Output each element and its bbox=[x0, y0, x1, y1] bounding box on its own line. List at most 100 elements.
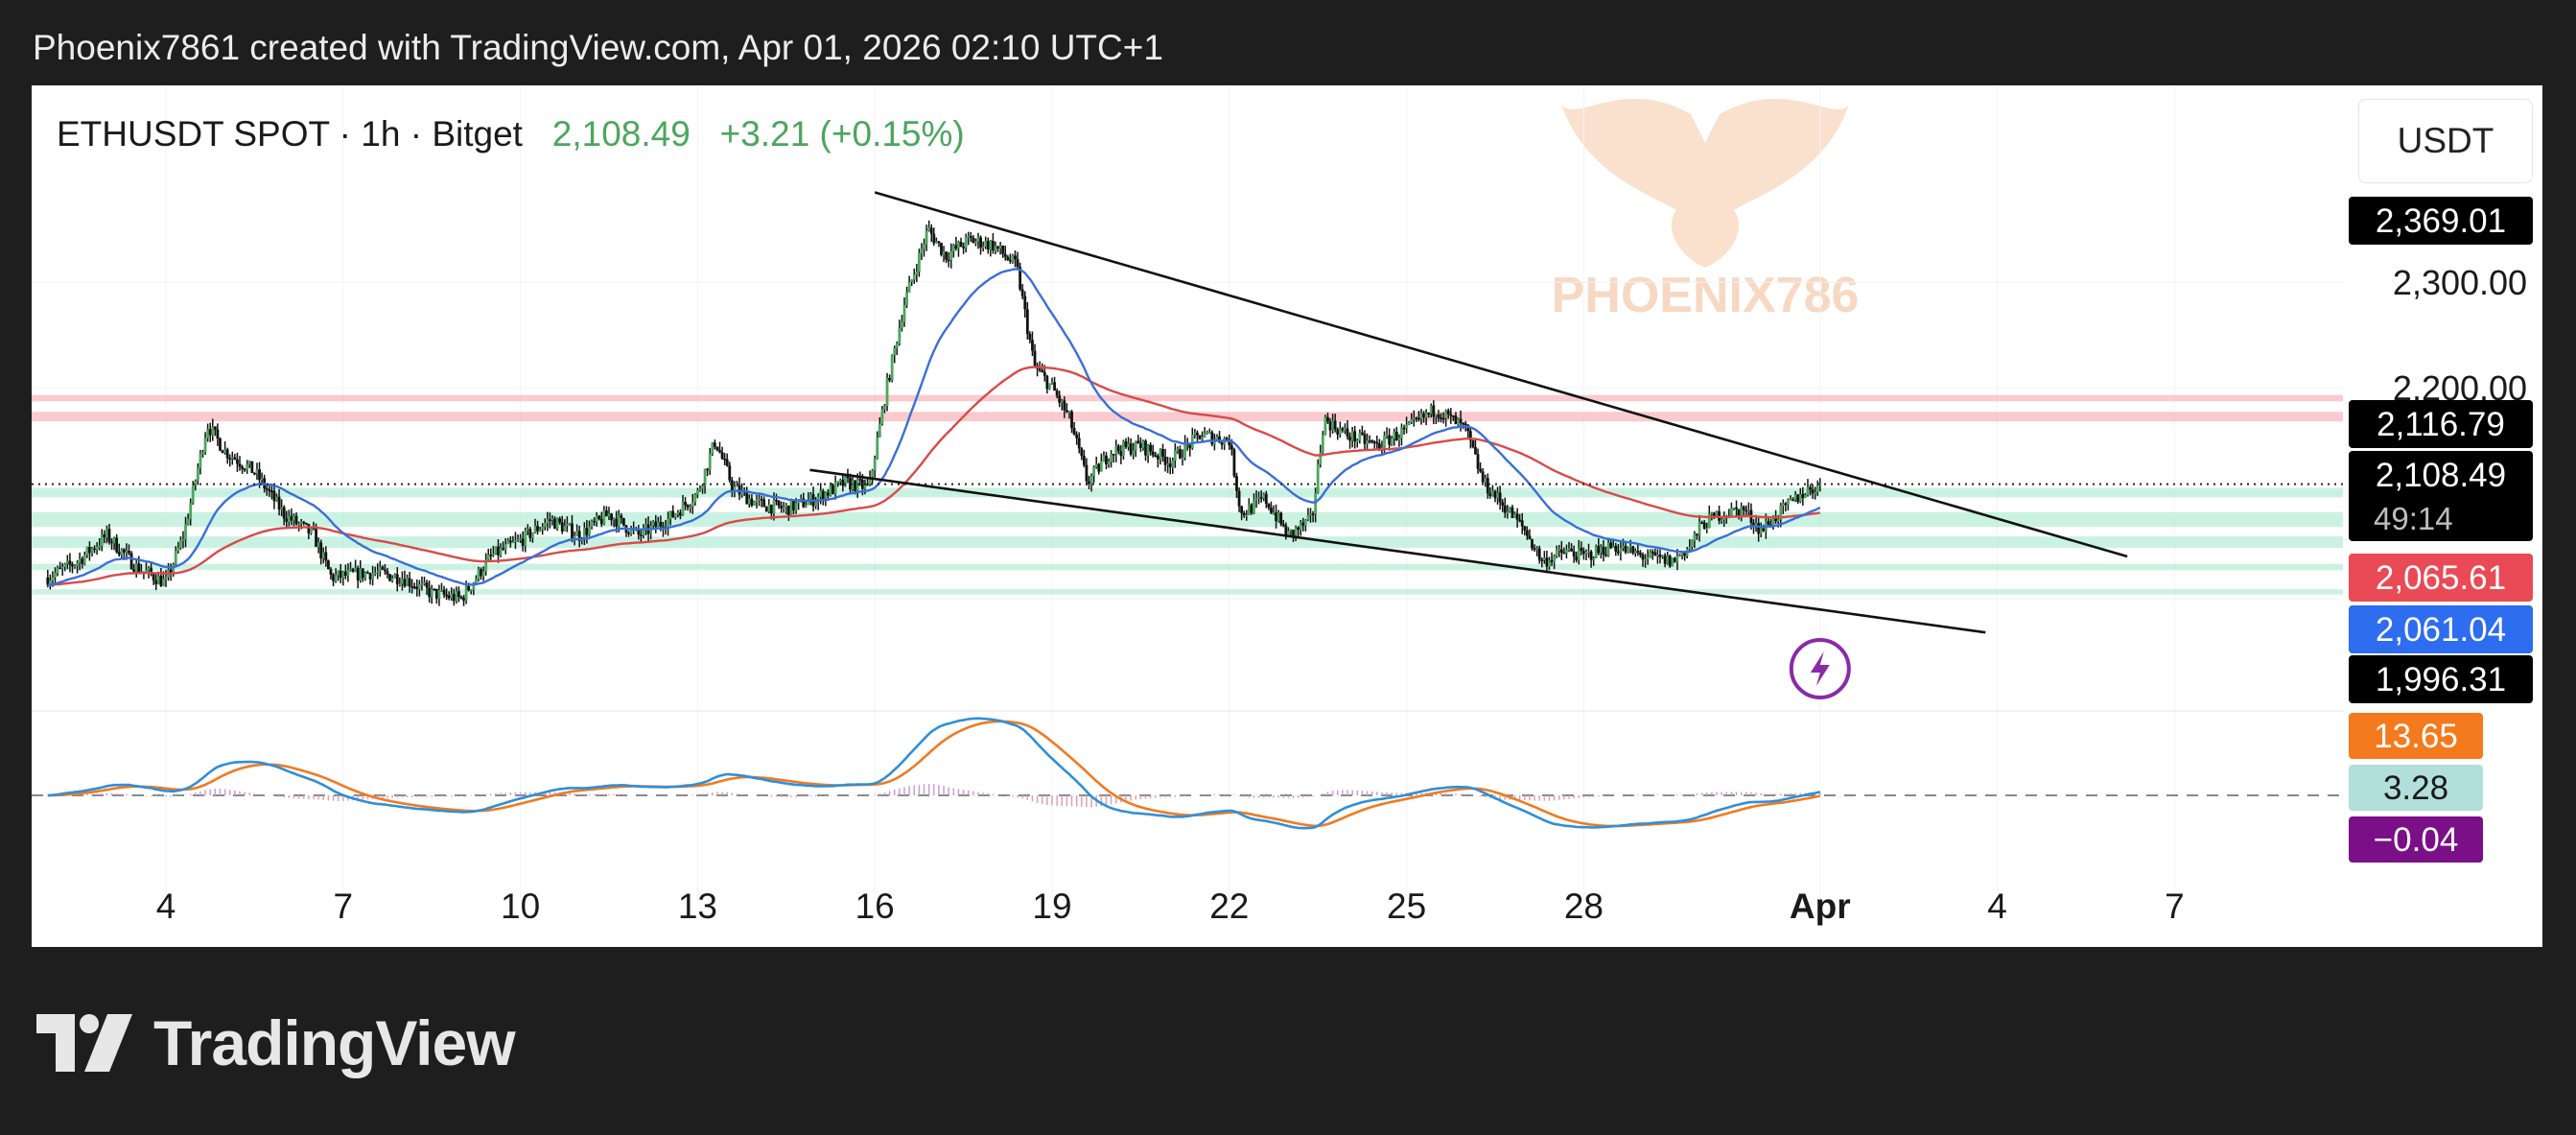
tradingview-logo[interactable]: TradingView bbox=[36, 1005, 516, 1081]
candle-body bbox=[65, 560, 69, 564]
candle bbox=[883, 404, 886, 414]
candle-body bbox=[1085, 464, 1089, 482]
candle-body bbox=[1594, 546, 1598, 558]
candle-body bbox=[526, 529, 529, 531]
candle-body bbox=[1237, 490, 1241, 507]
candle-body bbox=[849, 478, 852, 490]
candle-body bbox=[1628, 546, 1632, 548]
candle bbox=[1048, 383, 1051, 390]
candle-body bbox=[1791, 499, 1794, 501]
candle bbox=[1116, 443, 1120, 455]
candle-body bbox=[247, 461, 251, 465]
candle bbox=[1281, 519, 1285, 528]
candle bbox=[412, 582, 416, 590]
candle-body bbox=[1232, 449, 1236, 477]
candle bbox=[1422, 411, 1425, 423]
candle-body bbox=[378, 566, 382, 572]
candle bbox=[1072, 421, 1076, 436]
candle-body bbox=[1464, 423, 1467, 425]
trendline[interactable] bbox=[809, 468, 1986, 634]
candle-body bbox=[302, 521, 306, 524]
candle-body bbox=[176, 548, 180, 552]
candle-body bbox=[1545, 557, 1549, 567]
candle bbox=[637, 525, 641, 540]
candle bbox=[1055, 388, 1059, 399]
symbol-legend[interactable]: ETHUSDT SPOT · 1h · Bitget 2,108.49 +3.2… bbox=[57, 110, 965, 158]
candle bbox=[929, 224, 933, 243]
candle bbox=[1338, 421, 1342, 438]
candle-body bbox=[201, 452, 204, 454]
candle bbox=[656, 516, 660, 528]
candle-body bbox=[590, 520, 594, 527]
moving-averages bbox=[32, 268, 2343, 586]
trendlines[interactable] bbox=[809, 191, 2128, 699]
candle-body bbox=[979, 237, 982, 248]
candle bbox=[120, 548, 124, 559]
candle-body bbox=[253, 473, 256, 475]
candle-body bbox=[1050, 382, 1054, 384]
candle-body bbox=[1754, 523, 1758, 528]
candle-body bbox=[1303, 519, 1307, 526]
candle-body bbox=[486, 555, 490, 560]
candle-body bbox=[71, 564, 74, 567]
candle bbox=[186, 513, 190, 526]
candle bbox=[103, 530, 106, 544]
candle-body bbox=[346, 570, 350, 577]
candle bbox=[503, 537, 507, 555]
candle bbox=[1375, 435, 1379, 451]
candle-body bbox=[467, 585, 471, 591]
candle-body bbox=[1179, 449, 1182, 459]
candle bbox=[612, 517, 616, 528]
candle-body bbox=[406, 578, 409, 586]
candle-body bbox=[1454, 415, 1458, 425]
candle-body bbox=[238, 463, 242, 467]
candle bbox=[1198, 435, 1202, 440]
candle-body bbox=[1099, 461, 1103, 472]
trendline[interactable] bbox=[874, 191, 2128, 558]
candle-body bbox=[349, 569, 352, 571]
candle bbox=[1528, 529, 1532, 540]
candle-body bbox=[934, 241, 938, 244]
candle bbox=[713, 439, 716, 450]
candle-body bbox=[883, 405, 886, 410]
candle bbox=[1287, 527, 1290, 535]
candle bbox=[304, 522, 308, 526]
candle-body bbox=[708, 453, 712, 470]
candle-body bbox=[1705, 528, 1709, 530]
candle-body bbox=[321, 552, 325, 559]
candle bbox=[1806, 479, 1810, 497]
price-chart[interactable]: PHOENIX786 4 7 10 13 16 19 22 25 28 Apr 4 7 2,300.00… bbox=[32, 85, 2542, 947]
candle bbox=[876, 431, 879, 460]
candle bbox=[1633, 548, 1637, 557]
candle-body bbox=[615, 518, 619, 527]
chart-panel[interactable]: PHOENIX786 4 7 10 13 16 19 22 25 28 Apr 4 7 2,300.00… bbox=[32, 85, 2542, 947]
candle bbox=[1149, 442, 1153, 456]
candle-body bbox=[230, 457, 234, 460]
candle bbox=[442, 585, 446, 599]
candle-body bbox=[954, 245, 958, 249]
candle bbox=[1720, 517, 1723, 524]
candle bbox=[1757, 515, 1761, 542]
candle-body bbox=[1407, 422, 1411, 425]
candle bbox=[962, 242, 965, 254]
candle-body bbox=[122, 549, 126, 553]
candle bbox=[403, 570, 407, 588]
candle bbox=[1572, 545, 1576, 563]
candle bbox=[1515, 508, 1519, 528]
candle-body bbox=[1518, 519, 1522, 522]
candle bbox=[112, 536, 116, 551]
candle-body bbox=[728, 465, 732, 481]
candle bbox=[1745, 505, 1748, 516]
support-zone bbox=[32, 589, 2343, 595]
candle bbox=[1550, 552, 1554, 567]
candle bbox=[494, 546, 498, 556]
candle bbox=[519, 533, 522, 543]
candle bbox=[1548, 556, 1551, 571]
candle-body bbox=[1746, 509, 1750, 512]
candle-body bbox=[390, 578, 394, 581]
candle bbox=[253, 472, 256, 476]
candle-body bbox=[1459, 418, 1463, 423]
candle-body bbox=[838, 479, 842, 482]
price-zones bbox=[32, 394, 2343, 595]
currency-button[interactable]: USDT bbox=[2358, 99, 2533, 183]
